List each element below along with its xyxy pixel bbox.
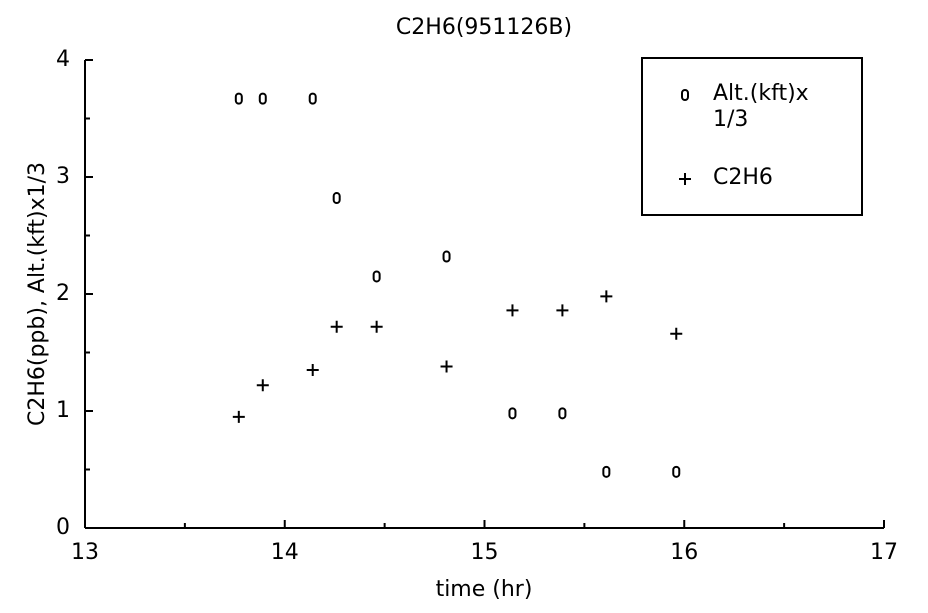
marker-o bbox=[672, 465, 681, 478]
marker-plus bbox=[670, 327, 683, 340]
legend: Alt.(kft)x 1/3 C2H6 bbox=[641, 57, 863, 216]
x-tick-label: 16 bbox=[670, 540, 698, 565]
x-tick-label: 14 bbox=[271, 540, 299, 565]
marker-plus bbox=[556, 304, 569, 317]
marker-plus bbox=[330, 320, 343, 333]
marker-plus bbox=[600, 290, 613, 303]
marker-o bbox=[372, 270, 381, 283]
y-tick-label: 4 bbox=[56, 47, 70, 72]
marker-o bbox=[442, 250, 451, 263]
marker-plus bbox=[232, 410, 245, 423]
marker-plus bbox=[506, 304, 519, 317]
marker-plus bbox=[370, 320, 383, 333]
legend-label: Alt.(kft)x 1/3 bbox=[713, 81, 809, 132]
y-tick-label: 1 bbox=[56, 398, 70, 423]
legend-icon bbox=[681, 89, 689, 101]
marker-plus bbox=[256, 379, 269, 392]
marker-o bbox=[602, 465, 611, 478]
marker-o bbox=[308, 92, 317, 105]
x-axis-label: time (hr) bbox=[436, 577, 533, 602]
marker-o bbox=[558, 407, 567, 420]
y-tick-label: 3 bbox=[56, 164, 70, 189]
chart-title: C2H6(951126B) bbox=[396, 15, 572, 40]
marker-o bbox=[258, 92, 267, 105]
marker-plus bbox=[440, 360, 453, 373]
marker-o bbox=[332, 192, 341, 205]
marker-o bbox=[508, 407, 517, 420]
y-tick-label: 0 bbox=[56, 515, 70, 540]
marker-plus bbox=[306, 364, 319, 377]
x-tick-label: 17 bbox=[870, 540, 898, 565]
x-tick-label: 15 bbox=[471, 540, 499, 565]
marker-o bbox=[681, 89, 689, 101]
legend-icon bbox=[679, 173, 691, 185]
legend-label: C2H6 bbox=[713, 165, 773, 190]
x-tick-label: 13 bbox=[71, 540, 99, 565]
marker-plus bbox=[679, 173, 691, 185]
y-axis-label: C2H6(ppb), Alt.(kft)x1/3 bbox=[25, 162, 50, 426]
y-tick-label: 2 bbox=[56, 281, 70, 306]
marker-o bbox=[234, 92, 243, 105]
